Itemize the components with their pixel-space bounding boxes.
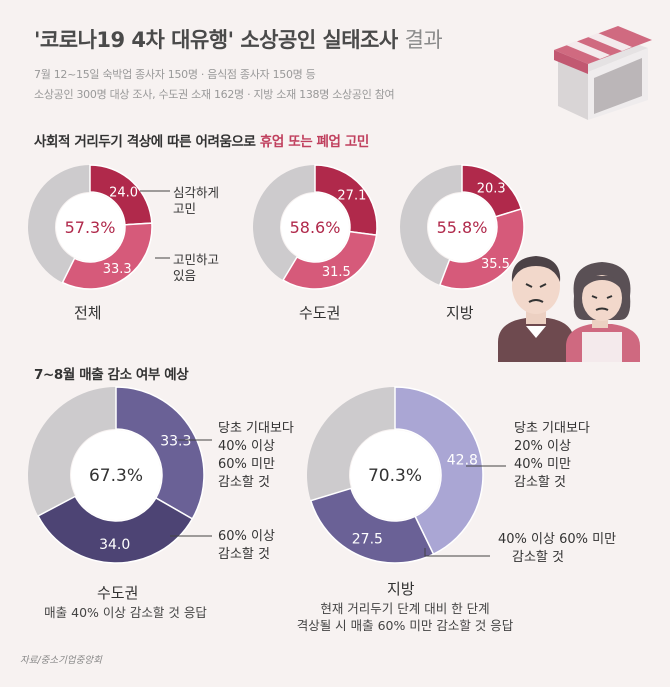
subtitle-line-1: 7월 12~15일 숙박업 종사자 150명 · 음식점 종사자 150명 등	[34, 68, 316, 81]
slice-value-label: 24.0	[109, 185, 138, 200]
donut-chart-sales-provinces: 42.8 27.5 70.3%	[306, 386, 484, 564]
store-illustration	[554, 26, 652, 120]
donut-slice	[37, 495, 194, 564]
donut-remainder-slice	[28, 165, 90, 283]
legend-serious: 심각하게 고민	[173, 185, 219, 217]
legend-provinces-a-line2: 20% 이상	[514, 439, 571, 454]
slice-value-label: 31.5	[322, 265, 351, 280]
donut-hole	[71, 430, 161, 520]
legend-provinces-a-line3: 40% 미만	[514, 457, 571, 472]
legend-provinces-b-line2: 감소할 것	[512, 550, 564, 565]
page-title: '코로나19 4차 대유행' 소상공인 실태조사 결과	[34, 24, 443, 54]
donut-slice	[115, 386, 205, 520]
legend-provinces-a: 당초 기대보다 20% 이상 40% 미만 감소할 것	[514, 420, 590, 492]
legend-provinces-b: 40% 이상 60% 미만 감소할 것	[498, 531, 616, 567]
legend-considering-line1: 고민하고	[173, 252, 220, 267]
slice-value-label: 33.3	[160, 433, 191, 449]
legend-provinces-b-line1: 40% 이상 60% 미만	[498, 532, 617, 547]
subtitle-line-2: 소상공인 300명 대상 조사, 수도권 소재 162명 · 지방 소재 138…	[34, 88, 395, 101]
title-suffix: 결과	[404, 28, 443, 52]
donut-hole	[281, 193, 349, 261]
donut-center-label: 55.8%	[437, 218, 488, 237]
legend-serious-line1: 심각하게	[173, 185, 220, 200]
slice-value-label: 33.3	[103, 262, 132, 277]
section1-title-highlight: 휴업 또는 폐업 고민	[259, 134, 369, 150]
donut-slice	[314, 164, 378, 236]
donut-chart-sales-capital: 33.3 34.0 67.3%	[28, 386, 205, 564]
donut-slice	[282, 230, 378, 290]
legend-considering-line2: 있음	[173, 268, 197, 283]
region-label-sales-capital: 수도권	[97, 584, 139, 602]
donut-remainder-slice	[306, 387, 395, 501]
footnote-provinces: 현재 거리두기 단계 대비 한 단계 격상될 시 매출 60% 미만 감소할 것…	[275, 600, 535, 634]
donut-slice	[309, 487, 435, 564]
donut-slice	[394, 386, 484, 556]
donut-chart-total: 24.0 33.3 57.3%	[28, 164, 153, 290]
legend-serious-line2: 고민	[173, 201, 197, 216]
region-label-total: 전체	[74, 304, 102, 322]
legend-capital-b-line1: 60% 이상	[218, 529, 275, 544]
shop-owners-illustration	[498, 256, 640, 362]
donut-hole	[350, 430, 440, 520]
donut-center-label: 70.3%	[368, 466, 422, 486]
donut-remainder-slice	[252, 165, 315, 281]
donut-slice	[461, 164, 523, 218]
legend-provinces-a-line4: 감소할 것	[514, 475, 566, 490]
donut-center-label: 58.6%	[290, 218, 341, 237]
legend-capital-a-line4: 감소할 것	[218, 475, 270, 490]
slice-value-label: 27.5	[352, 531, 383, 547]
donut-center-label: 67.3%	[89, 466, 143, 486]
legend-capital-a: 당초 기대보다 40% 이상 60% 미만 감소할 것	[218, 420, 294, 492]
section1-title: 사회적 거리두기 격상에 따른 어려움으로 휴업 또는 폐업 고민	[34, 130, 369, 150]
legend-capital-b-line2: 감소할 것	[218, 547, 270, 562]
donut-chart-capital: 27.1 31.5 58.6%	[252, 164, 378, 290]
legend-capital-a-line1: 당초 기대보다	[218, 421, 294, 436]
slice-value-label: 34.0	[99, 537, 130, 553]
legend-capital-a-line2: 40% 이상	[218, 439, 275, 454]
footnote-capital: 매출 40% 이상 감소할 것 응답	[44, 605, 207, 620]
donut-slice	[61, 222, 153, 290]
legend-capital-b: 60% 이상 감소할 것	[218, 528, 275, 564]
source-credit: 자료/중소기업중앙회	[20, 655, 102, 666]
region-label-sales-provinces: 지방	[387, 580, 415, 598]
donut-center-label: 57.3%	[65, 218, 116, 237]
donut-remainder-slice	[399, 165, 462, 285]
legend-considering: 고민하고 있음	[173, 252, 219, 284]
slice-value-label: 27.1	[337, 189, 366, 204]
legend-leader-lines	[140, 190, 506, 557]
legend-capital-a-line3: 60% 미만	[218, 457, 275, 472]
slice-value-label: 20.3	[477, 182, 506, 197]
donut-hole	[56, 193, 124, 261]
title-main: '코로나19 4차 대유행' 소상공인 실태조사	[34, 28, 398, 52]
slice-value-label: 42.8	[447, 453, 478, 469]
donut-remainder-slice	[28, 387, 116, 516]
region-label-capital: 수도권	[299, 304, 341, 322]
donut-hole	[428, 193, 496, 261]
section1-title-prefix: 사회적 거리두기 격상에 따른 어려움으로	[34, 134, 256, 150]
section2-title: 7~8월 매출 감소 여부 예상	[34, 367, 189, 383]
footnote-provinces-line2: 격상될 시 매출 60% 미만 감소할 것 응답	[296, 618, 514, 633]
footnote-provinces-line1: 현재 거리두기 단계 대비 한 단계	[320, 601, 490, 616]
region-label-provinces: 지방	[446, 304, 474, 322]
legend-provinces-a-line1: 당초 기대보다	[514, 421, 590, 436]
leader-line	[424, 548, 490, 557]
donut-slice	[89, 164, 153, 226]
